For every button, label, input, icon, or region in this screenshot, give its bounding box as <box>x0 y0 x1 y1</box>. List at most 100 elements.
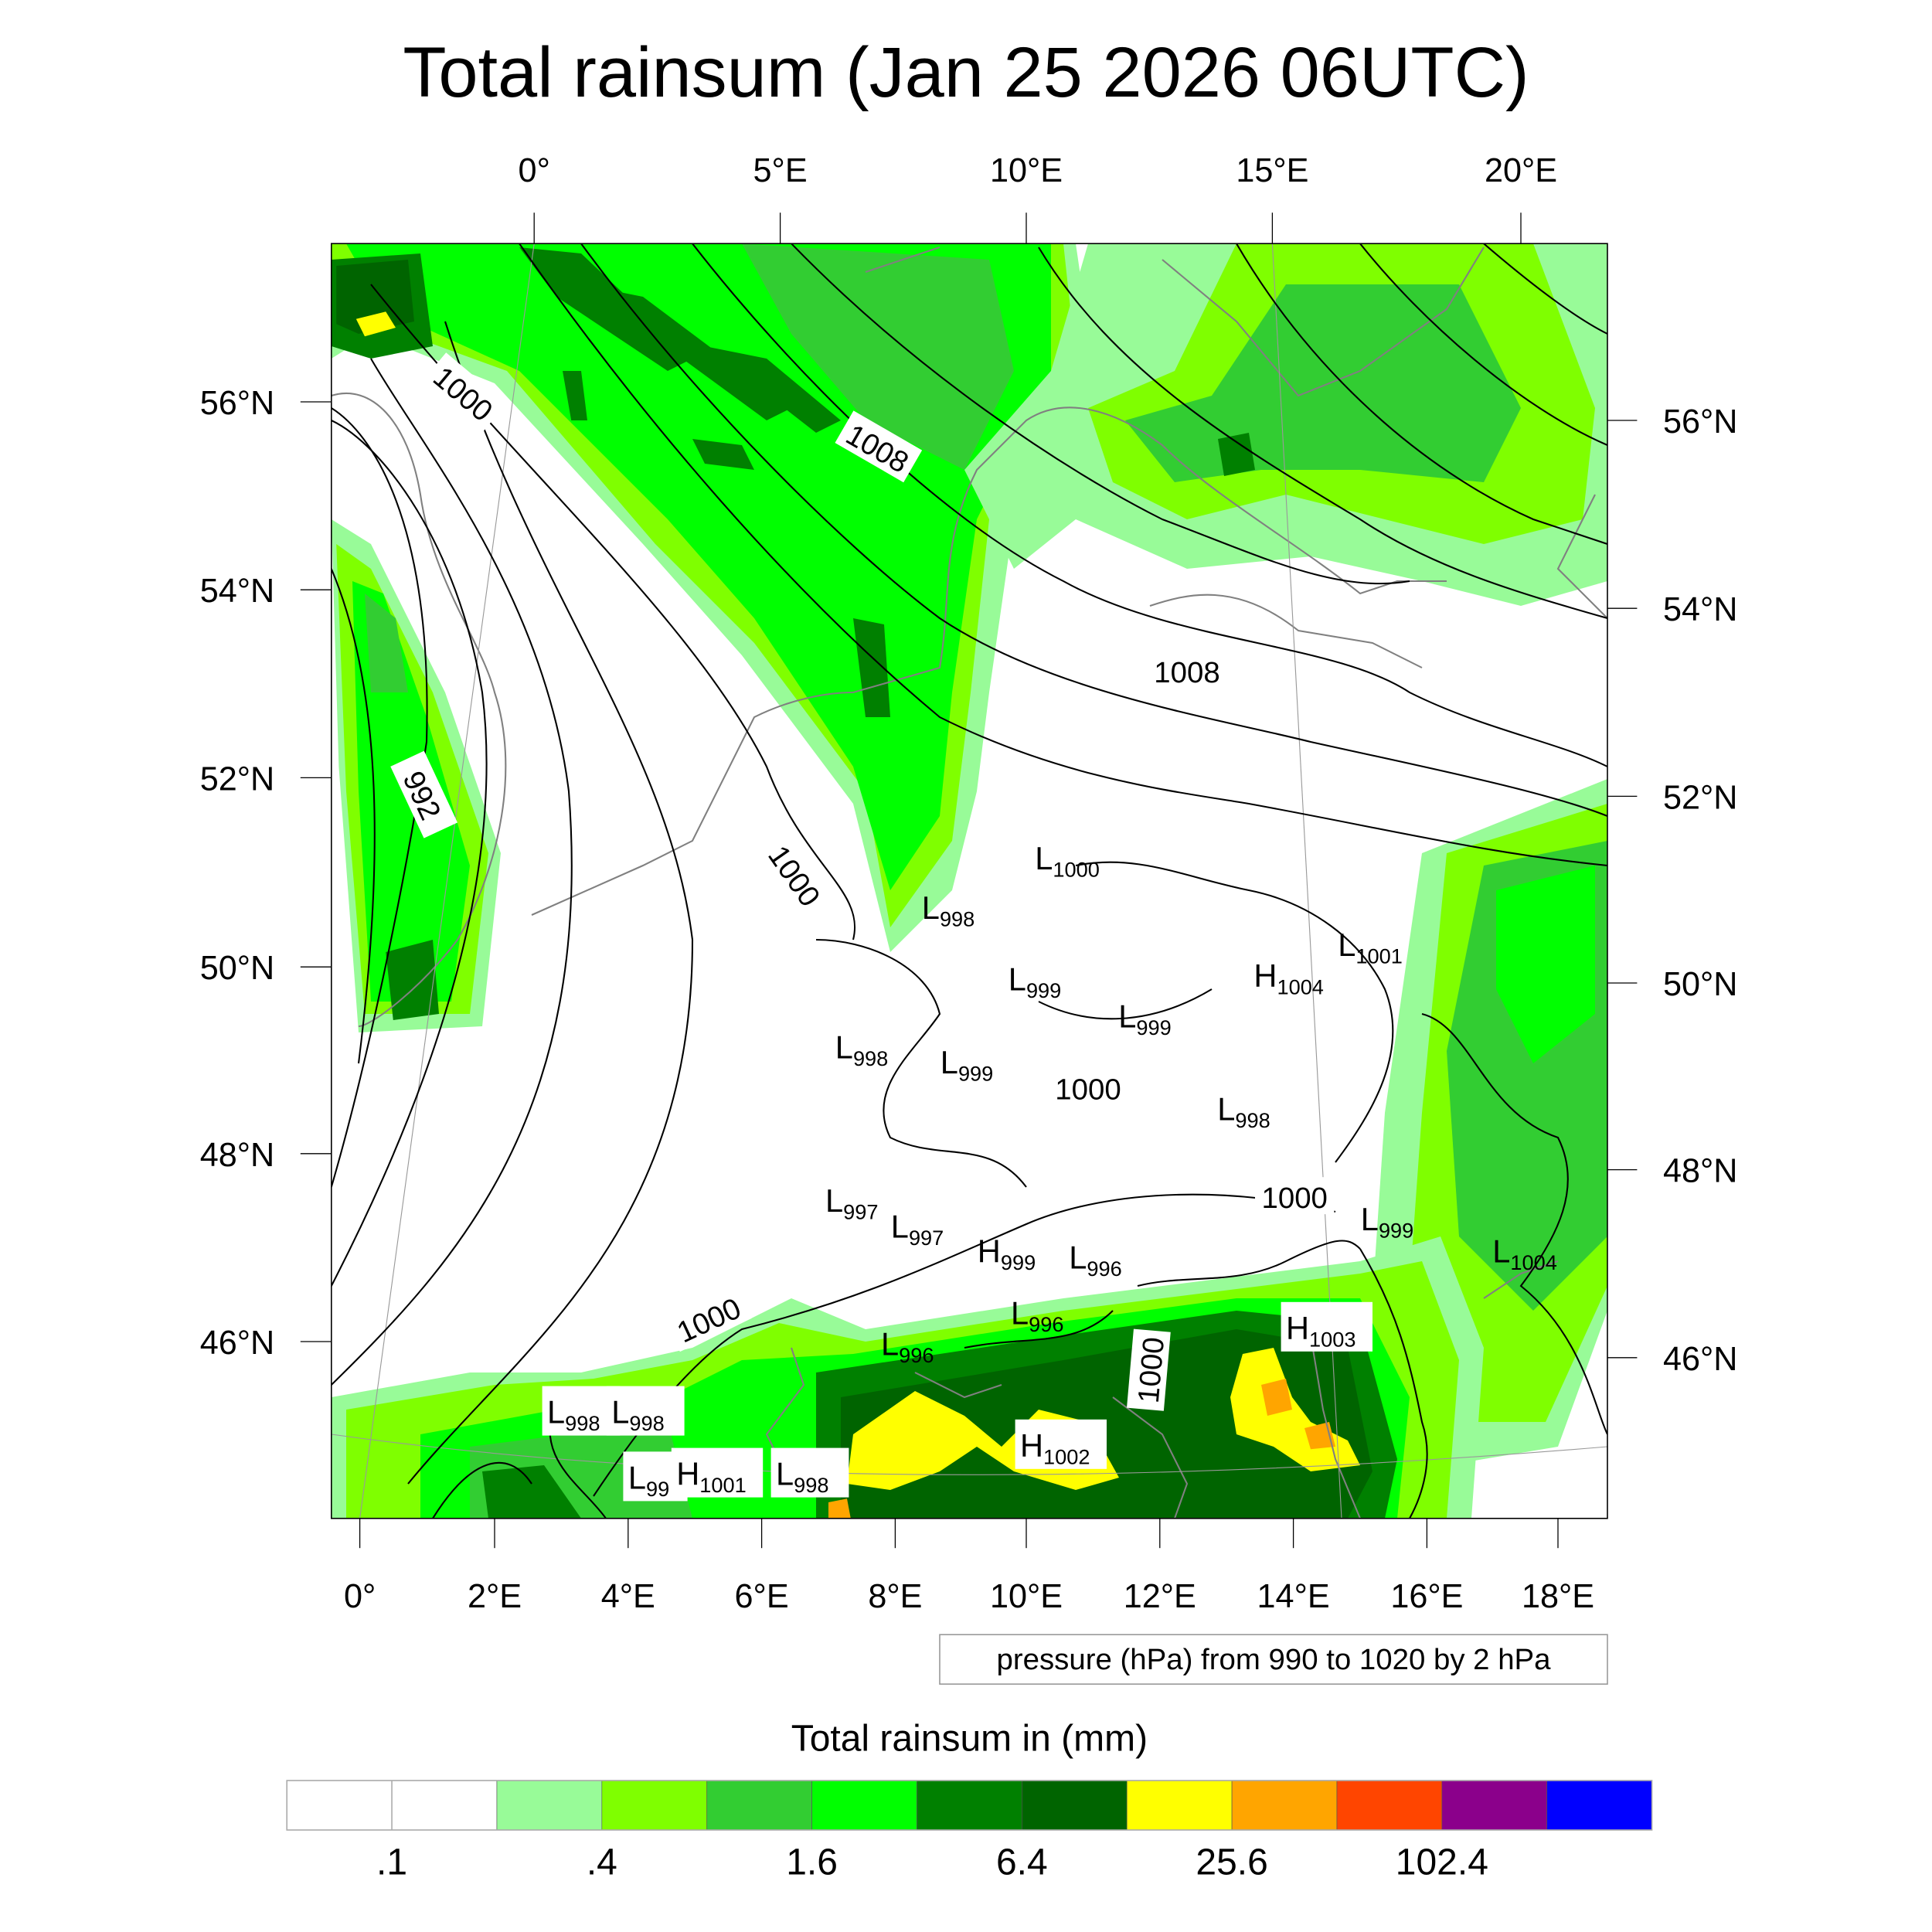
rain-field <box>331 243 1607 1519</box>
pressure-center-low: L999 <box>940 1044 994 1086</box>
right-lat-label: 56°N <box>1663 403 1738 440</box>
svg-text:L999: L999 <box>1009 961 1062 1003</box>
bottom-lon-label: 8°E <box>868 1578 922 1615</box>
contour-info-text: pressure (hPa) from 990 to 1020 by 2 hPa <box>996 1643 1551 1676</box>
bottom-lon-label: 12°E <box>1124 1578 1196 1615</box>
bottom-lon-label: 14°E <box>1257 1578 1330 1615</box>
svg-text:H1002: H1002 <box>1020 1427 1090 1469</box>
left-lat-label: 54°N <box>200 573 275 610</box>
svg-text:L998: L998 <box>835 1029 889 1071</box>
colorbar-label: 6.4 <box>996 1842 1048 1883</box>
isobar-label: 1000 <box>1048 1068 1128 1106</box>
top-lon-label: 5°E <box>753 152 808 189</box>
top-lon-label: 15°E <box>1236 152 1308 189</box>
colorbar-label: .1 <box>376 1842 407 1883</box>
bottom-lon-label: 10°E <box>990 1578 1063 1615</box>
svg-text:L1001: L1001 <box>1338 927 1403 968</box>
colorbar-swatch <box>1546 1780 1652 1831</box>
colorbar: .1 .4 1.6 6.4 25.6 102.4 <box>286 1780 1653 1883</box>
svg-text:L998: L998 <box>922 889 975 931</box>
colorbar-swatch <box>1441 1780 1548 1831</box>
isobar-label-text: 1000 <box>1055 1073 1121 1106</box>
svg-text:L997: L997 <box>891 1209 944 1250</box>
colorbar-swatch <box>1126 1780 1233 1831</box>
colorbar-swatch <box>496 1780 603 1831</box>
svg-text:L1000: L1000 <box>1035 840 1100 882</box>
isobar-label: 1000 <box>758 832 835 918</box>
pressure-center-low: L998 <box>606 1386 685 1436</box>
pressure-center-low: L998 <box>835 1029 889 1071</box>
bottom-lon-label: 4°E <box>601 1578 655 1615</box>
svg-text:H1001: H1001 <box>676 1456 747 1498</box>
svg-text:L998: L998 <box>1217 1091 1270 1133</box>
left-lat-label: 48°N <box>200 1137 275 1174</box>
svg-text:L996: L996 <box>1069 1240 1122 1281</box>
map-frame <box>331 243 1608 1519</box>
svg-text:L997: L997 <box>825 1182 879 1224</box>
colorbar-swatch <box>1231 1780 1338 1831</box>
colorbar-label: 102.4 <box>1396 1842 1488 1883</box>
svg-text:L998: L998 <box>611 1394 665 1436</box>
top-lon-label: 10°E <box>990 152 1063 189</box>
pressure-center-low: L996 <box>1011 1295 1064 1337</box>
bottom-lon-label: 0° <box>344 1578 376 1615</box>
top-lon-label: 20°E <box>1485 152 1557 189</box>
colorbar-swatch <box>1022 1780 1128 1831</box>
right-lat-label: 46°N <box>1663 1341 1738 1378</box>
top-lon-label: 0° <box>519 152 550 189</box>
svg-text:L998: L998 <box>547 1394 600 1436</box>
colorbar-swatch <box>706 1780 812 1831</box>
left-lat-label: 50°N <box>200 950 275 987</box>
svg-text:L1004: L1004 <box>1492 1233 1557 1275</box>
svg-text:H1003: H1003 <box>1286 1310 1356 1352</box>
pressure-center-low: L999 <box>1118 998 1172 1040</box>
svg-text:L998: L998 <box>776 1456 829 1498</box>
pressure-center-low: L998 <box>1217 1091 1270 1133</box>
colorbar-label: 25.6 <box>1196 1842 1267 1883</box>
isobars <box>331 243 1608 1519</box>
colorbar-swatch <box>601 1780 708 1831</box>
isobar-label: 1000 <box>1255 1177 1335 1215</box>
pressure-center-low: L999 <box>1009 961 1062 1003</box>
colorbar-swatch <box>917 1780 1022 1831</box>
colorbar-title: Total rainsum in (mm) <box>791 1719 1148 1760</box>
left-lat-label: 52°N <box>200 760 275 798</box>
pressure-center-low: L999 <box>1361 1201 1414 1243</box>
colorbar-swatch <box>391 1780 498 1831</box>
pressure-center-low: L996 <box>1069 1240 1122 1281</box>
isobar-label-text: 1000 <box>1132 1336 1171 1405</box>
bottom-lon-label: 16°E <box>1390 1578 1463 1615</box>
pressure-center-high: H1004 <box>1253 957 1324 999</box>
bottom-lon-label: 6°E <box>735 1578 789 1615</box>
svg-text:L999: L999 <box>1118 998 1172 1040</box>
right-lat-label: 50°N <box>1663 966 1738 1003</box>
svg-text:H999: H999 <box>978 1233 1036 1275</box>
pressure-center-low: L997 <box>891 1209 944 1250</box>
pressure-center-low: L1000 <box>1035 840 1100 882</box>
svg-text:L996: L996 <box>1011 1295 1064 1337</box>
svg-text:H1004: H1004 <box>1253 957 1324 999</box>
isobar-label-text: 1008 <box>1154 656 1219 689</box>
pressure-center-low: L996 <box>881 1326 934 1368</box>
axis-ticks <box>300 213 1638 1549</box>
isobar-label: 1008 <box>1147 651 1227 689</box>
pressure-center-low: L998 <box>922 889 975 931</box>
colorbar-swatch <box>286 1780 393 1831</box>
bottom-lon-label: 2°E <box>468 1578 522 1615</box>
svg-text:L99: L99 <box>628 1459 669 1501</box>
pressure-center-high: H999 <box>978 1233 1036 1275</box>
pressure-center-high: H1002 <box>1015 1419 1107 1469</box>
colorbar-swatch <box>811 1780 917 1831</box>
right-lat-label: 54°N <box>1663 591 1738 628</box>
pressure-center-low: L997 <box>825 1182 879 1224</box>
pressure-center-low: L1004 <box>1492 1233 1557 1275</box>
coastlines <box>331 247 1608 1519</box>
contour-info-box <box>939 1634 1608 1685</box>
plot-title: Total rainsum (Jan 25 2026 06UTC) <box>403 33 1529 112</box>
pressure-center-high: H1001 <box>671 1447 764 1498</box>
svg-text:L999: L999 <box>1361 1201 1414 1243</box>
pressure-center-low: L998 <box>770 1447 849 1498</box>
left-lat-label: 56°N <box>200 385 275 422</box>
colorbar-label: 1.6 <box>786 1842 838 1883</box>
